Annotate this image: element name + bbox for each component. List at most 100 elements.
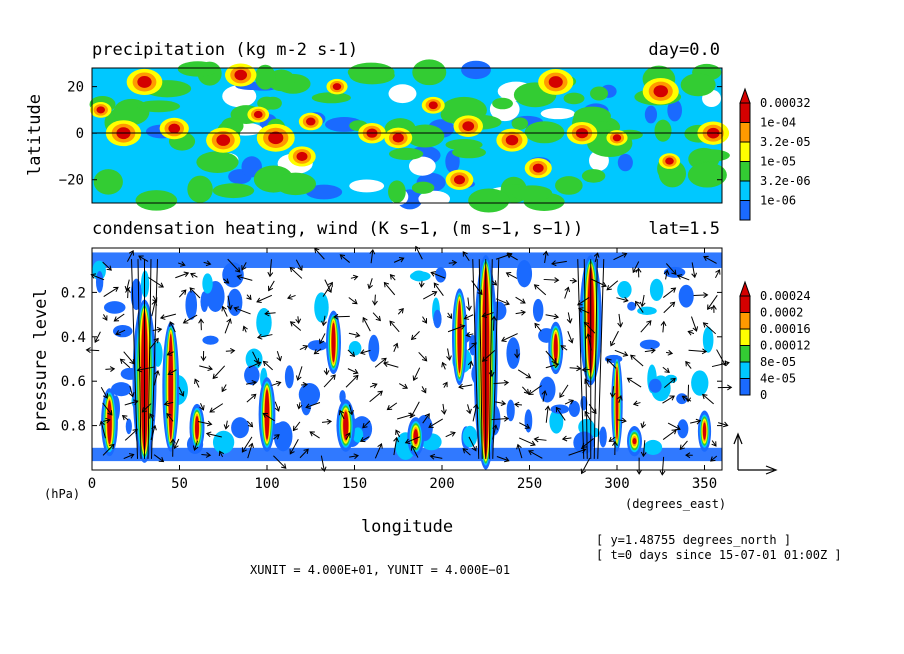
heating-x-tick-label: 250 — [517, 476, 542, 492]
heating-patch — [433, 309, 442, 329]
wind-arrow — [691, 262, 698, 279]
wind-arrow — [323, 374, 336, 388]
heating-contour-red — [264, 389, 270, 440]
wind-arrow — [566, 312, 573, 324]
wind-arrow — [252, 351, 260, 364]
wind-arrow — [319, 333, 326, 345]
wind-arrow — [339, 254, 351, 263]
precip-contour-red — [428, 101, 438, 110]
wind-arrow — [131, 259, 138, 459]
wind-arrow — [491, 315, 497, 331]
heating-x-tick-label: 350 — [692, 476, 717, 492]
wind-arrow — [289, 321, 302, 331]
wind-arrow — [528, 450, 543, 459]
precip-patch — [135, 190, 178, 211]
wind-arrow — [446, 312, 453, 319]
wind-arrow — [617, 417, 627, 424]
heating-legend-swatch — [739, 345, 751, 363]
precip-patch — [187, 175, 213, 203]
wind-arrow — [369, 390, 383, 403]
wind-arrow — [630, 354, 644, 367]
wind-arrow — [397, 307, 404, 315]
wind-arrow — [559, 384, 569, 399]
precip-patch — [275, 172, 317, 196]
heating-patch — [231, 417, 249, 439]
precip-patch — [667, 99, 683, 122]
precip-patch — [212, 183, 255, 199]
wind-arrow — [289, 439, 299, 455]
wind-arrow — [128, 385, 135, 398]
precip-legend: 0.00032 1e-04 3.2e-05 1e-05 3.2e-06 1e-06 — [739, 87, 811, 221]
precip-contour-red — [137, 76, 152, 88]
heating-patch — [435, 267, 447, 283]
precip-contour-red — [296, 151, 308, 162]
precip-contour-red — [216, 134, 231, 146]
wind-arrow — [515, 309, 526, 316]
wind-arrow — [224, 318, 232, 334]
heating-patch — [256, 308, 272, 338]
wind-arrow — [663, 301, 676, 314]
wind-arrow — [125, 287, 131, 299]
wind-arrow — [626, 377, 642, 388]
heating-legend-level-label: 0.00012 — [760, 339, 811, 353]
wind-arrow — [372, 294, 378, 306]
wind-arrow — [513, 401, 522, 408]
precip-patch — [222, 85, 257, 108]
wind-arrow — [300, 381, 308, 388]
heating-patch — [573, 431, 595, 454]
wind-arrow — [610, 330, 619, 347]
precip-y-tick-label: 20 — [67, 80, 84, 96]
wind-arrow — [662, 366, 670, 373]
wind-arrow — [223, 278, 230, 284]
wind-arrow — [199, 365, 213, 372]
wind-arrow — [299, 344, 309, 351]
wind-arrow — [662, 429, 678, 440]
wind-arrow — [322, 281, 333, 297]
heating-y-tick-label: 0.8 — [61, 419, 86, 435]
precip-contour-red — [305, 117, 316, 126]
wind-arrow — [410, 445, 419, 458]
wind-arrow — [233, 306, 251, 315]
wind-arrow — [393, 436, 399, 456]
wind-arrow — [167, 369, 177, 376]
wind-arrow — [159, 313, 176, 320]
wind-arrow — [348, 332, 361, 338]
wind-arrow — [175, 271, 190, 279]
wind-arrow — [691, 316, 699, 332]
wind-arrow — [223, 420, 230, 430]
wind-arrow — [347, 349, 356, 358]
precip-patch — [388, 180, 406, 204]
heating-contour-red — [615, 367, 619, 440]
heating-legend-level-label: 0.00016 — [760, 322, 811, 336]
wind-arrow — [639, 294, 646, 308]
wind-arrow — [465, 331, 474, 338]
wind-arrow — [246, 393, 257, 403]
wind-arrow — [205, 431, 222, 438]
precip-patch — [254, 64, 276, 90]
heating-patch — [648, 378, 662, 393]
wind-arrow — [545, 350, 557, 364]
heating-patch — [643, 439, 663, 455]
wind-arrow — [446, 348, 452, 361]
wind-arrow — [715, 269, 721, 279]
wind-arrow — [323, 368, 330, 376]
reference-vector-icon — [733, 432, 778, 475]
wind-arrow — [362, 316, 371, 332]
wind-arrow — [567, 330, 574, 344]
wind-arrow — [246, 294, 252, 301]
wind-arrow — [492, 259, 500, 459]
heating-contour-red — [702, 422, 707, 440]
wind-arrow — [593, 252, 600, 263]
footer-t-info: [ t=0 days since 15-07-01 01:00Z ] — [596, 548, 842, 562]
wind-arrow — [710, 304, 717, 313]
wind-arrow — [389, 320, 400, 333]
heating-patch — [352, 427, 364, 443]
heating-y-axis: 0.2 0.4 0.6 0.8 — [61, 285, 722, 435]
wind-arrow — [636, 457, 643, 475]
precip-contour-red — [532, 163, 544, 173]
wind-arrow — [534, 322, 542, 332]
wind-arrow — [533, 436, 547, 443]
wind-arrow — [545, 362, 560, 369]
wind-arrow — [632, 400, 641, 407]
wind-arrow — [430, 271, 446, 279]
